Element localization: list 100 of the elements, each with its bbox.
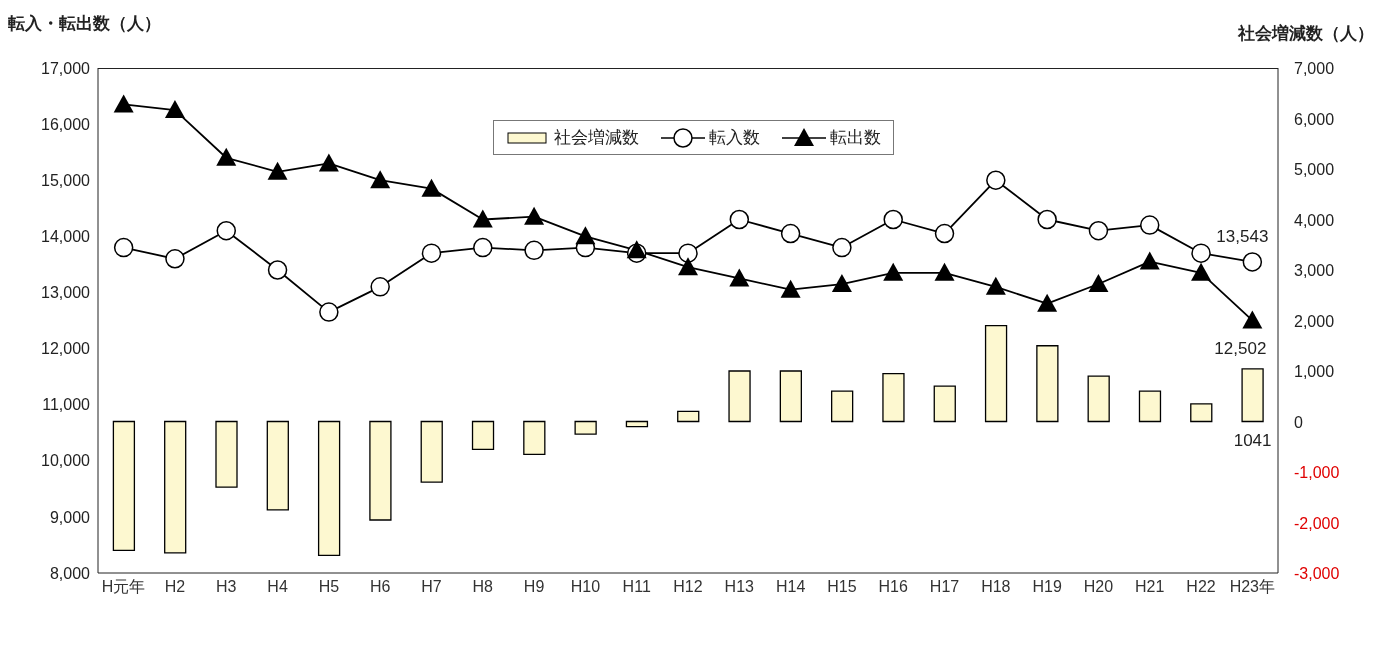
y-tick-label: 8,000: [49, 564, 91, 582]
bar: [112, 420, 136, 551]
x-tick-label: H2: [164, 578, 186, 596]
x-tick-label: H19: [1032, 578, 1062, 596]
legend-label: 転入数: [708, 127, 760, 149]
point: [575, 226, 596, 245]
x-tick-label: H18: [981, 578, 1011, 596]
point: [113, 94, 134, 113]
legend-label: 社会増減数: [553, 127, 639, 149]
bar: [677, 410, 700, 423]
point: [1191, 262, 1212, 281]
bar: [1087, 375, 1110, 423]
point: [678, 243, 698, 263]
y-tick-label: 11,000: [42, 396, 91, 414]
point: [216, 147, 237, 166]
bar: [266, 420, 289, 511]
x-tick-label: H21: [1135, 578, 1165, 596]
y-tick-label: 10,000: [41, 452, 91, 470]
x-tick-label: H12: [673, 578, 703, 596]
point: [267, 161, 288, 180]
bar: [882, 372, 905, 423]
point: [1242, 252, 1263, 272]
point: [729, 268, 750, 287]
point: [113, 237, 134, 258]
x-tick-label: H22: [1186, 578, 1216, 596]
bar: [574, 420, 597, 435]
y2-tick-label: 7,000: [1294, 60, 1335, 77]
bar: [523, 420, 546, 455]
x-tick-label: H4: [267, 578, 288, 596]
x-tick-label: H6: [369, 578, 391, 596]
y-tick-label: 16,000: [41, 115, 91, 133]
bar: [369, 420, 392, 521]
bar: [317, 420, 341, 556]
y-tick-label: 17,000: [41, 59, 91, 77]
legend-label: 転出数: [829, 127, 881, 149]
point: [421, 243, 442, 263]
data-label: 12,502: [1214, 339, 1267, 359]
point: [1242, 310, 1263, 329]
y-tick-label: 14,000: [41, 228, 91, 246]
point: [1139, 215, 1160, 235]
bar: [164, 420, 187, 554]
point: [729, 209, 750, 230]
point: [165, 249, 185, 269]
x-tick-label: H11: [622, 578, 651, 596]
x-tick-label: H23年: [1229, 578, 1276, 596]
bar: [728, 370, 751, 423]
point: [934, 223, 955, 244]
point: [1139, 251, 1160, 270]
y2-tick-label: -2,000: [1294, 514, 1340, 532]
y-axis-title: 転入・転出数（人）: [8, 13, 161, 35]
y2-tick-label: 2,000: [1294, 312, 1335, 330]
x-tick-label: H9: [523, 578, 545, 596]
y2-tick-label: 1,000: [1294, 363, 1335, 380]
point: [986, 170, 1006, 190]
bar: [471, 420, 495, 450]
point: [831, 274, 852, 293]
data-label: 1041: [1233, 430, 1272, 450]
x-tick-label: H14: [775, 578, 806, 596]
point: [832, 237, 852, 258]
x-tick-label: H13: [724, 578, 755, 596]
x-tick-label: H16: [878, 578, 908, 596]
y2-tick-label: 3,000: [1294, 262, 1335, 279]
point: [934, 262, 955, 281]
data-label: 13,543: [1216, 226, 1269, 246]
x-tick-label: H17: [929, 578, 960, 596]
point: [678, 257, 698, 276]
point: [370, 277, 390, 297]
point: [985, 276, 1006, 295]
point: [780, 279, 801, 298]
x-tick-label: H5: [318, 578, 340, 596]
x-tick-label: H8: [472, 578, 494, 596]
point: [883, 262, 904, 281]
bar: [1241, 368, 1264, 423]
y2-tick-label: -3,000: [1294, 565, 1340, 582]
bar: [831, 390, 854, 423]
x-tick-label: H20: [1083, 578, 1114, 596]
point: [1037, 209, 1057, 230]
bar: [420, 420, 443, 483]
point: [164, 100, 185, 119]
y-tick-label: 15,000: [41, 171, 91, 189]
point: [421, 178, 442, 197]
y2-tick-label: 5,000: [1294, 161, 1335, 178]
y-tick-label: 9,000: [49, 508, 91, 526]
point: [318, 153, 339, 172]
y-tick-label: 12,000: [41, 340, 91, 358]
point: [472, 209, 493, 228]
x-tick-label: H3: [216, 578, 237, 596]
point: [883, 209, 903, 230]
point: [473, 237, 493, 258]
x-tick-label: H15: [827, 578, 857, 596]
point: [370, 170, 391, 189]
point: [1191, 243, 1211, 263]
bar: [215, 420, 238, 488]
point: [1088, 220, 1109, 241]
y2-axis-title: 社会増減数（人）: [1238, 23, 1374, 45]
y2-tick-label: 0: [1294, 413, 1303, 431]
x-tick-label: H元年: [101, 578, 146, 596]
point: [524, 206, 545, 225]
y2-tick-label: 6,000: [1294, 110, 1335, 128]
bar: [1190, 403, 1213, 423]
